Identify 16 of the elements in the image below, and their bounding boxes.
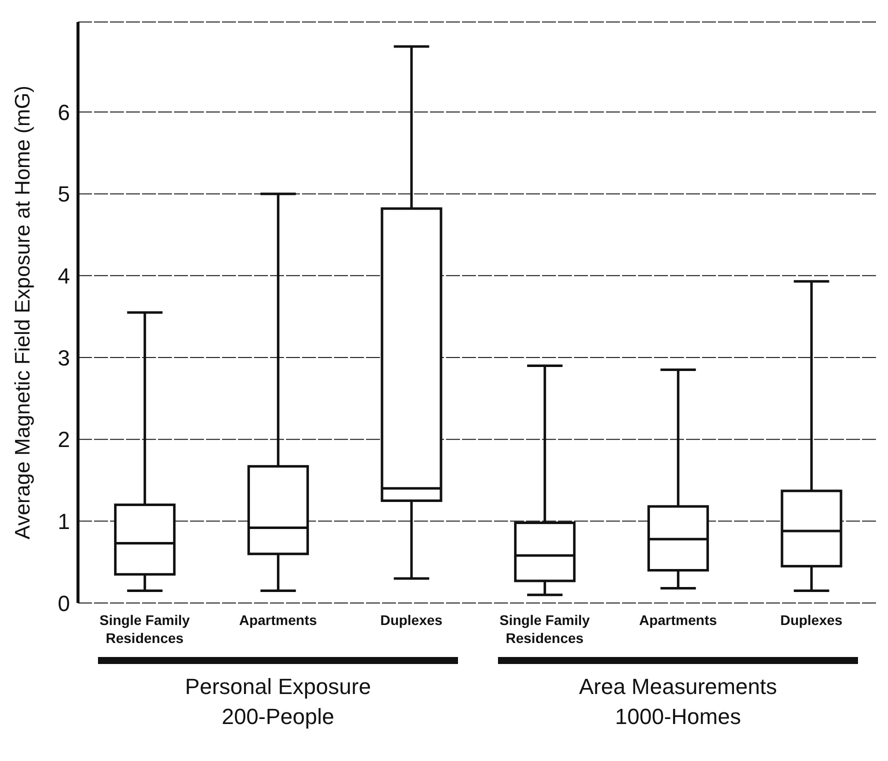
x-tick-label: Apartments (239, 612, 318, 628)
y-tick-label: 3 (58, 345, 70, 370)
text: Area Measurements 1000-Homes (578, 673, 778, 731)
x-tick-label: Apartments (639, 612, 718, 628)
y-tick-label: 1 (58, 508, 70, 534)
text: Personal Exposure 200-People (184, 673, 372, 731)
y-tick-label: 2 (58, 427, 70, 452)
x-tick-label: Duplexes (380, 612, 443, 628)
y-tick-label: 0 (58, 590, 70, 616)
y-tick-label: 6 (58, 100, 70, 125)
y-tick-label: 5 (58, 182, 70, 207)
x-tick-label: Duplexes (780, 612, 843, 628)
y-axis-title: Average Magnetic Field Exposure at Home (mG) (11, 86, 34, 540)
y-tick-label: 4 (58, 263, 70, 288)
x-tick-label: Single Family Residences (500, 612, 590, 646)
x-tick-label: Single Family Residences (100, 612, 190, 646)
